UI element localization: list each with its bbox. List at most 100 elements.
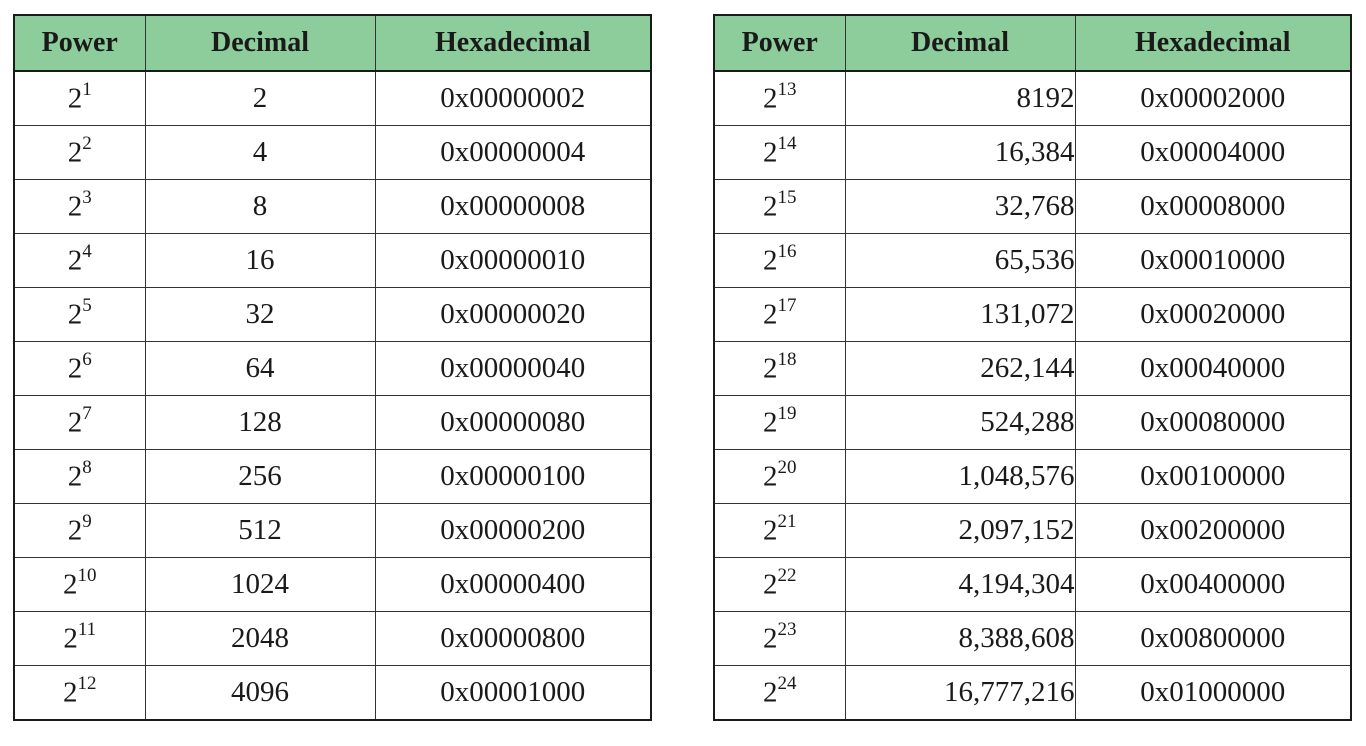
power-base: 2 (63, 676, 78, 709)
decimal-cell: 1,048,576 (844, 449, 1076, 504)
power-exponent: 3 (82, 187, 92, 209)
decimal-cell: 65,536 (844, 233, 1076, 288)
hexadecimal-cell: 0x00001000 (374, 665, 652, 721)
hexadecimal-cell: 0x00000004 (374, 125, 652, 180)
hexadecimal-cell: 0x00004000 (1074, 125, 1352, 180)
power-base: 2 (63, 568, 78, 601)
hexadecimal-cell: 0x00000080 (374, 395, 652, 450)
power-base: 2 (67, 298, 83, 331)
power-cell: 217 (713, 287, 846, 342)
power-base: 2 (67, 244, 83, 277)
power-exponent: 16 (777, 241, 797, 263)
power-exponent: 20 (777, 457, 797, 479)
hexadecimal-cell: 0x00000800 (374, 611, 652, 666)
table-row: 215 32,768 0x00008000 (713, 179, 1352, 234)
hexadecimal-cell: 0x00020000 (1074, 287, 1352, 342)
power-base: 2 (763, 568, 778, 601)
power-base: 2 (763, 460, 778, 493)
table-row: 217 131,072 0x00020000 (713, 287, 1352, 342)
power-cell: 219 (713, 395, 846, 450)
power-exponent: 18 (777, 349, 797, 371)
decimal-cell: 16,384 (844, 125, 1076, 180)
power-base: 2 (763, 136, 778, 169)
power-exponent: 14 (777, 133, 797, 155)
hexadecimal-cell: 0x00008000 (1074, 179, 1352, 234)
power-exponent: 24 (777, 673, 797, 695)
decimal-cell: 128 (144, 395, 376, 450)
table-row: 22 4 0x00000004 (13, 125, 652, 180)
header-hexadecimal: Hexadecimal (374, 14, 652, 72)
power-cell: 212 (13, 665, 146, 721)
table-body-left: 21 2 0x00000002 22 4 0x00000004 23 8 0x00000008 2… (13, 70, 652, 721)
power-cell: 24 (13, 233, 146, 288)
table-row: 219 524,288 0x00080000 (713, 395, 1352, 450)
power-base: 2 (763, 244, 778, 277)
table-row: 28 256 0x00000100 (13, 449, 652, 504)
power-exponent: 4 (82, 241, 92, 263)
decimal-cell: 524,288 (844, 395, 1076, 450)
header-hexadecimal: Hexadecimal (1074, 14, 1352, 72)
decimal-cell: 32 (144, 287, 376, 342)
power-cell: 23 (13, 179, 146, 234)
hexadecimal-cell: 0x00000020 (374, 287, 652, 342)
power-cell: 224 (713, 665, 846, 721)
power-base: 2 (63, 622, 78, 655)
power-exponent: 2 (82, 133, 92, 155)
power-base: 2 (763, 352, 778, 385)
header-power: Power (13, 14, 146, 72)
power-exponent: 6 (82, 349, 92, 371)
header-power: Power (713, 14, 846, 72)
hexadecimal-cell: 0x00400000 (1074, 557, 1352, 612)
decimal-cell: 262,144 (844, 341, 1076, 396)
power-base: 2 (763, 190, 778, 223)
table-row: 216 65,536 0x00010000 (713, 233, 1352, 288)
decimal-cell: 512 (144, 503, 376, 558)
power-exponent: 15 (777, 187, 797, 209)
hexadecimal-cell: 0x00100000 (1074, 449, 1352, 504)
decimal-cell: 2 (144, 70, 376, 126)
decimal-cell: 2,097,152 (844, 503, 1076, 558)
decimal-cell: 4 (144, 125, 376, 180)
decimal-cell: 16,777,216 (844, 665, 1076, 721)
power-base: 2 (67, 460, 83, 493)
table-row: 211 2048 0x00000800 (13, 611, 652, 666)
powers-table-right: Power Decimal Hexadecimal 213 8192 0x00002… (713, 14, 1352, 721)
hexadecimal-cell: 0x00000100 (374, 449, 652, 504)
table-row: 212 4096 0x00001000 (13, 665, 652, 721)
decimal-cell: 4096 (144, 665, 376, 721)
table-row: 213 8192 0x00002000 (713, 70, 1352, 126)
power-exponent: 22 (777, 565, 797, 587)
power-cell: 222 (713, 557, 846, 612)
table-row: 223 8,388,608 0x00800000 (713, 611, 1352, 666)
hexadecimal-cell: 0x00000400 (374, 557, 652, 612)
power-exponent: 11 (77, 619, 97, 641)
power-exponent: 5 (82, 295, 92, 317)
table-row: 24 16 0x00000010 (13, 233, 652, 288)
hexadecimal-cell: 0x00010000 (1074, 233, 1352, 288)
power-exponent: 10 (77, 565, 97, 587)
table-row: 221 2,097,152 0x00200000 (713, 503, 1352, 558)
power-cell: 21 (13, 70, 146, 126)
power-exponent: 13 (777, 79, 797, 101)
power-base: 2 (763, 676, 778, 709)
table-row: 220 1,048,576 0x00100000 (713, 449, 1352, 504)
powers-table-left: Power Decimal Hexadecimal 21 2 0x00000002 2… (13, 14, 652, 721)
table-row: 222 4,194,304 0x00400000 (713, 557, 1352, 612)
power-base: 2 (763, 298, 778, 331)
power-cell: 221 (713, 503, 846, 558)
table-row: 26 64 0x00000040 (13, 341, 652, 396)
decimal-cell: 8 (144, 179, 376, 234)
table-row: 25 32 0x00000020 (13, 287, 652, 342)
header-decimal: Decimal (144, 14, 376, 72)
power-cell: 214 (713, 125, 846, 180)
table-row: 21 2 0x00000002 (13, 70, 652, 126)
decimal-cell: 131,072 (844, 287, 1076, 342)
hexadecimal-cell: 0x00040000 (1074, 341, 1352, 396)
header-row: Power Decimal Hexadecimal (13, 14, 652, 72)
power-cell: 220 (713, 449, 846, 504)
power-base: 2 (763, 622, 778, 655)
power-exponent: 9 (82, 511, 92, 533)
power-cell: 213 (713, 70, 846, 126)
power-base: 2 (67, 514, 83, 547)
power-cell: 22 (13, 125, 146, 180)
